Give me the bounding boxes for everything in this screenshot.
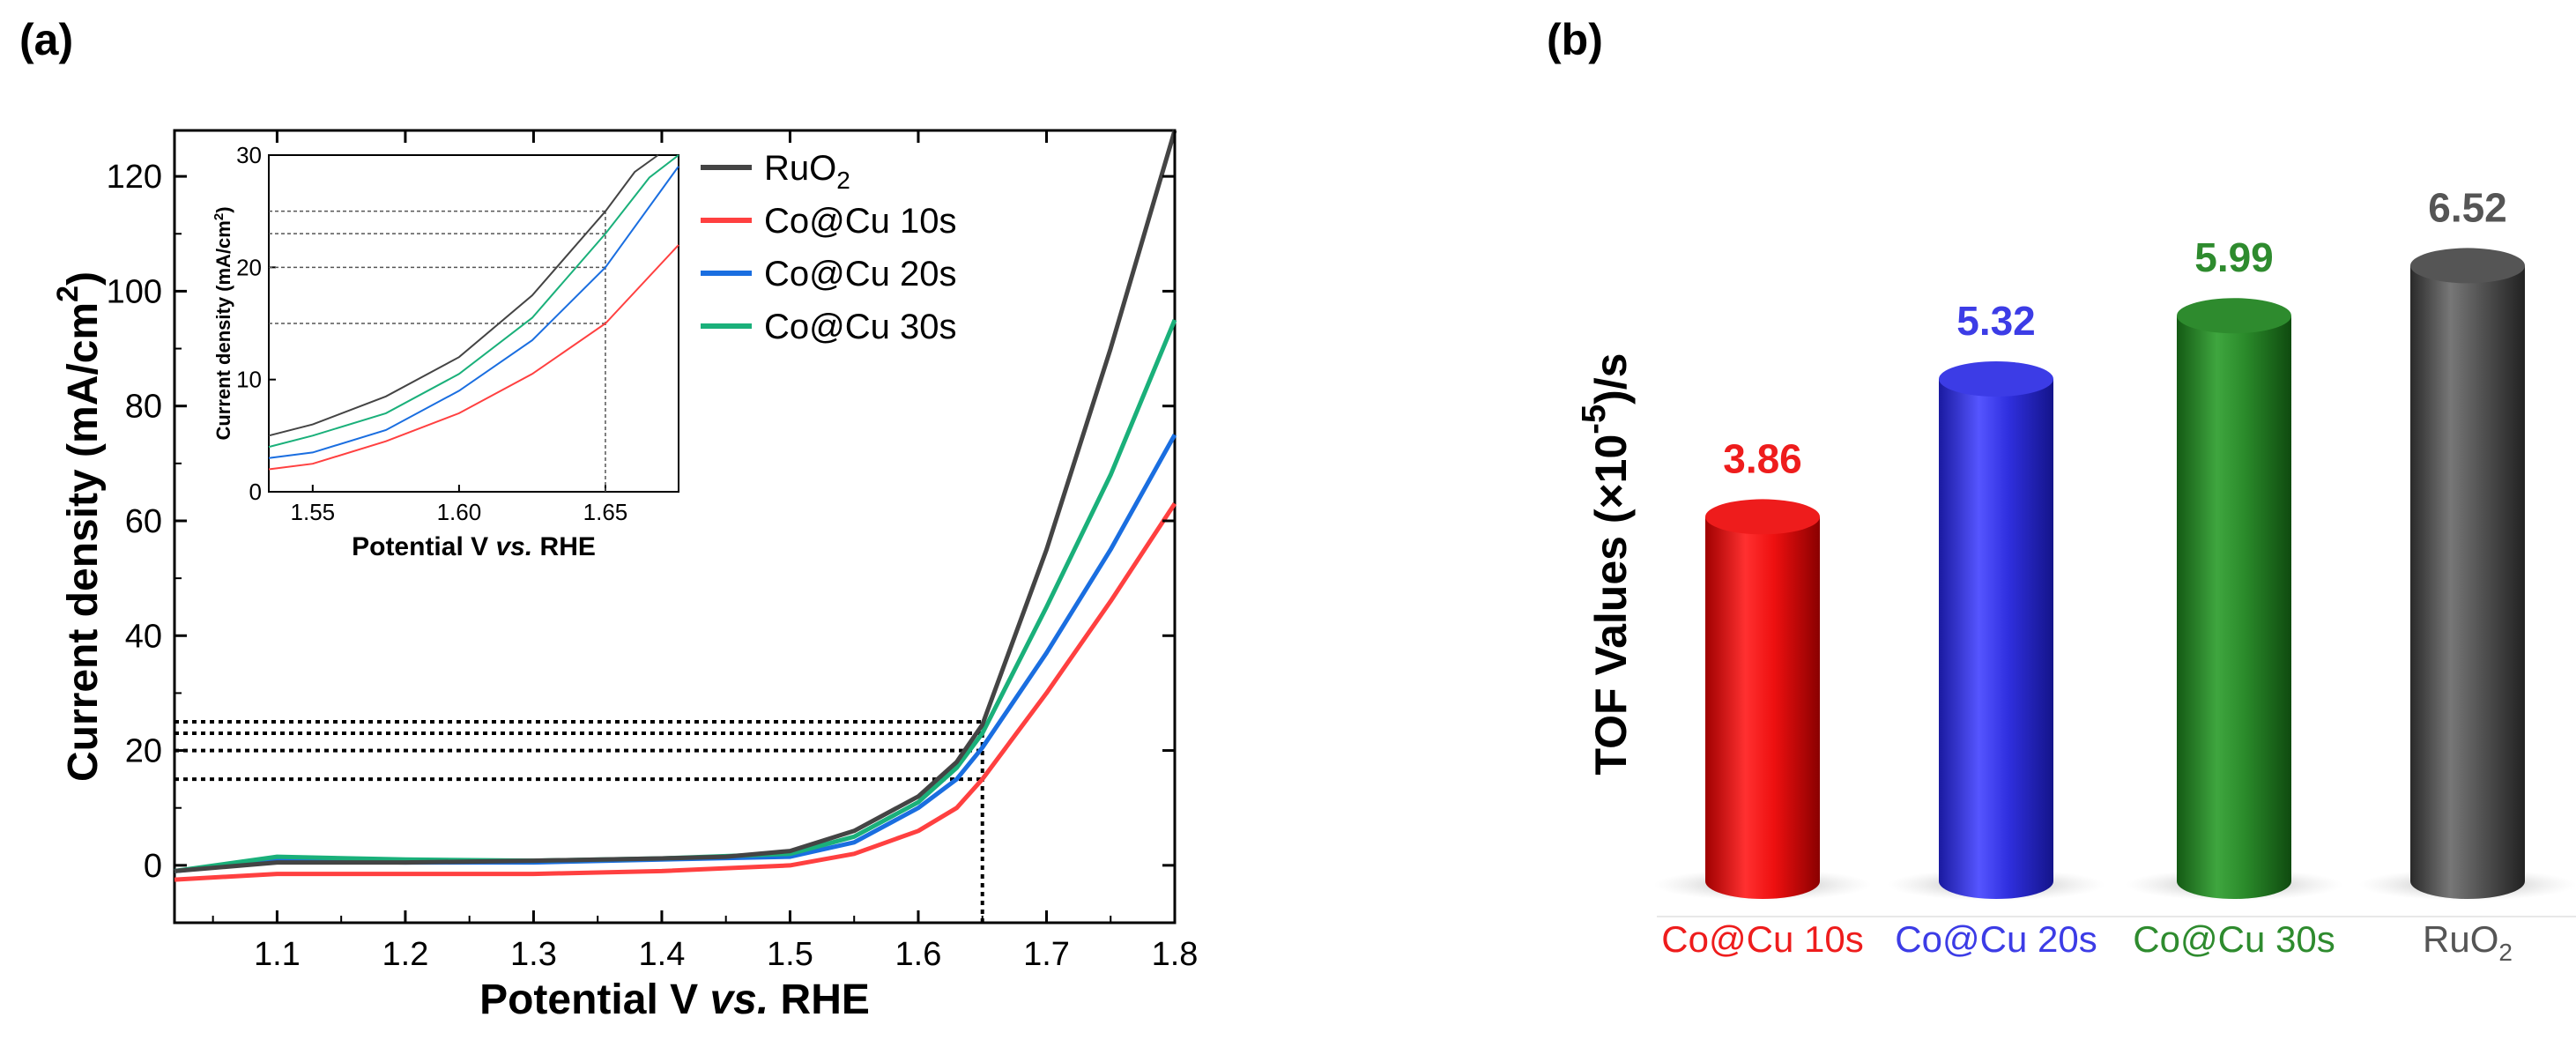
panel-a: (a) 1.1 1.2 1.3 1.4 1.5 1.6 1.7 1.8020406080100… bbox=[19, 15, 1198, 1023]
bar-bottom bbox=[1939, 864, 2053, 899]
inset-ylabel: Current density (mA/cm2) bbox=[212, 206, 234, 440]
inset-x-tick-label: 1.65 bbox=[583, 499, 628, 525]
bar-category-label: RuO2 bbox=[2423, 918, 2513, 966]
inset-series-line bbox=[268, 166, 679, 459]
inset-y-tick-label: 10 bbox=[236, 367, 262, 393]
bar-top bbox=[2410, 248, 2525, 284]
legend-label: Co@Cu 10s bbox=[764, 202, 956, 241]
bar-top bbox=[1705, 499, 1820, 535]
x-tick-label: 1.3 bbox=[510, 936, 557, 973]
y-tick-label: 120 bbox=[107, 159, 162, 196]
bar-value-label: 3.86 bbox=[1723, 435, 1802, 481]
bar-bottom bbox=[1705, 864, 1820, 899]
bar-value-label: 5.32 bbox=[1956, 298, 2036, 344]
y-tick-label: 80 bbox=[125, 389, 162, 426]
x-tick-label: 1.6 bbox=[895, 936, 942, 973]
plot-a-frame bbox=[173, 129, 1177, 924]
x-tick-label: 1.1 bbox=[254, 936, 301, 973]
inset-x-tick-label: 1.60 bbox=[437, 499, 482, 525]
bar-bottom bbox=[2177, 864, 2291, 899]
x-tick-label: 1.8 bbox=[1152, 936, 1199, 973]
bar-value-label: 5.99 bbox=[2194, 234, 2274, 280]
x-tick-label: 1.5 bbox=[767, 936, 813, 973]
inset-y-tick-label: 0 bbox=[249, 479, 262, 505]
bar-body bbox=[1939, 379, 2053, 881]
y-tick-label: 60 bbox=[125, 503, 162, 540]
inset-y-tick-label: 30 bbox=[236, 142, 262, 168]
x-tick-label: 1.4 bbox=[639, 936, 686, 973]
inset-series-line bbox=[268, 154, 659, 437]
inset-plot: 1.55 1.60 1.65 0 10 20 30 Potential V vs. RHE Cu… bbox=[212, 142, 679, 561]
series-line-ruo2 bbox=[174, 130, 1177, 873]
bar-category-label: Co@Cu 30s bbox=[2133, 918, 2335, 960]
inset-x-tick-label: 1.55 bbox=[291, 499, 336, 525]
x-tick-label: 1.7 bbox=[1023, 936, 1070, 973]
x-tick-label: 1.2 bbox=[382, 936, 429, 973]
y-tick-label: 100 bbox=[107, 273, 162, 310]
plot-a-ylabel: Current density (mA/cm2) bbox=[51, 271, 107, 782]
bar-bottom bbox=[2410, 864, 2525, 899]
bar-value-label: 6.52 bbox=[2428, 184, 2507, 230]
inset-series-line bbox=[268, 244, 679, 471]
inset-xlabel: Potential V vs. RHE bbox=[352, 532, 596, 561]
plot-b-ylabel: TOF Values (×10-5)/s bbox=[1576, 353, 1636, 776]
legend-label: Co@Cu 20s bbox=[764, 255, 956, 293]
y-tick-label: 40 bbox=[125, 618, 162, 655]
plot-b-category-labels: 3.86 Co@Cu 10s 5.32 Co@Cu 20s 5.99 Co@Cu 30s 6… bbox=[1661, 184, 2513, 966]
series-line-co-cu-30s bbox=[174, 319, 1177, 873]
legend-label: RuO2 bbox=[764, 149, 850, 194]
legend-label: Co@Cu 30s bbox=[764, 308, 956, 346]
bar-top bbox=[2177, 298, 2291, 334]
inset-series-line bbox=[268, 154, 679, 449]
panel-b-label: (b) bbox=[1547, 15, 1603, 64]
bar-category-label: Co@Cu 10s bbox=[1661, 918, 1863, 960]
plot-a-legend: RuO2 Co@Cu 10s Co@Cu 20s Co@Cu 30s bbox=[701, 149, 956, 346]
panel-a-label: (a) bbox=[19, 15, 73, 64]
bar-top bbox=[1939, 361, 2053, 397]
plot-a-series bbox=[174, 130, 1177, 882]
bar-category-label: Co@Cu 20s bbox=[1895, 918, 2097, 960]
plot-a-reference-lines bbox=[174, 719, 984, 923]
series-line-co-cu-10s bbox=[174, 502, 1177, 882]
plot-a-xlabel: Potential V vs. RHE bbox=[479, 976, 870, 1023]
inset-y-tick-label: 20 bbox=[236, 254, 262, 280]
panel-b: (b) TOF Values (×10-5)/s 3.86 Co@Cu 10s 5.… bbox=[1547, 15, 2576, 966]
y-tick-label: 20 bbox=[125, 733, 162, 770]
bar-body bbox=[1705, 516, 1820, 881]
bar-body bbox=[2177, 316, 2291, 881]
plot-b-bars bbox=[1653, 248, 2576, 917]
y-tick-label: 0 bbox=[144, 848, 162, 885]
bar-body bbox=[2410, 265, 2525, 881]
